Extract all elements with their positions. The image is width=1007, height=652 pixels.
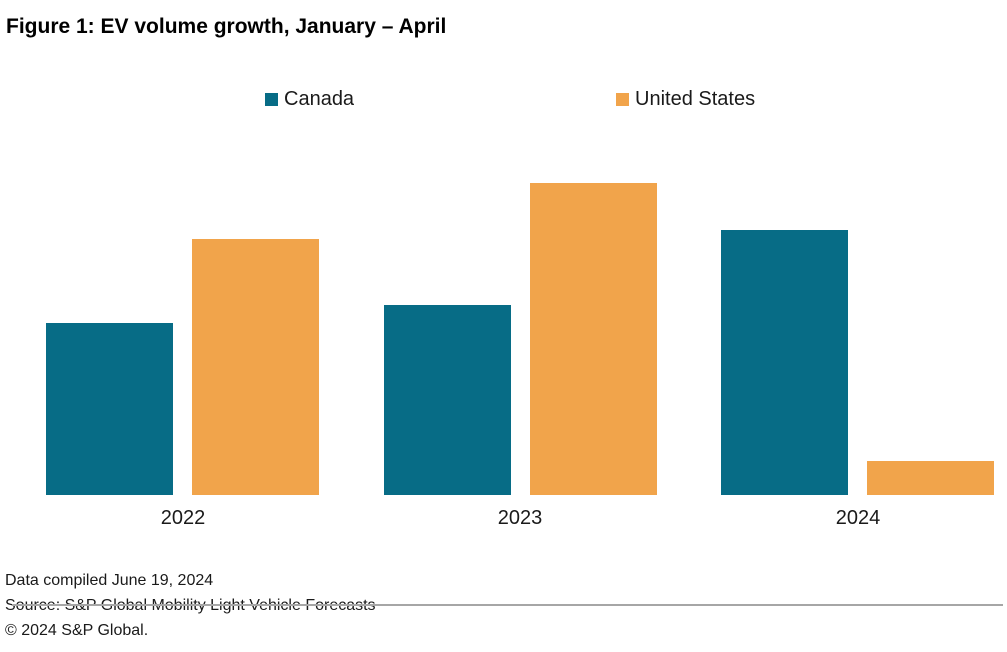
x-axis-label-2022: 2022	[160, 507, 206, 529]
legend-label-united-states: United States	[635, 87, 756, 110]
plot-area	[0, 110, 1007, 606]
legend-swatch-canada	[265, 92, 278, 106]
chart-title: Figure 1: EV volume growth, January – Ap…	[6, 15, 447, 38]
bar-canada-2022	[46, 323, 173, 495]
x-axis-label-2024: 2024	[835, 507, 881, 529]
bar-united-states-2022	[192, 239, 319, 495]
legend-item-united-states: United States	[616, 86, 755, 112]
bar-united-states-2023	[530, 183, 657, 495]
bar-canada-2023	[384, 305, 511, 495]
legend-item-canada: Canada	[265, 86, 354, 112]
footer-copyright: © 2024 S&P Global.	[5, 622, 149, 639]
bar-canada-2024	[721, 230, 848, 495]
legend-label-canada: Canada	[284, 87, 355, 110]
x-axis-line	[12, 604, 1003, 606]
footer-data-compiled: Data compiled June 19, 2024	[5, 572, 214, 589]
legend-swatch-united-states	[616, 92, 629, 106]
bar-united-states-2024	[867, 461, 994, 495]
chart-legend: Canada United States	[0, 86, 1007, 112]
x-axis-label-2023: 2023	[497, 507, 543, 529]
